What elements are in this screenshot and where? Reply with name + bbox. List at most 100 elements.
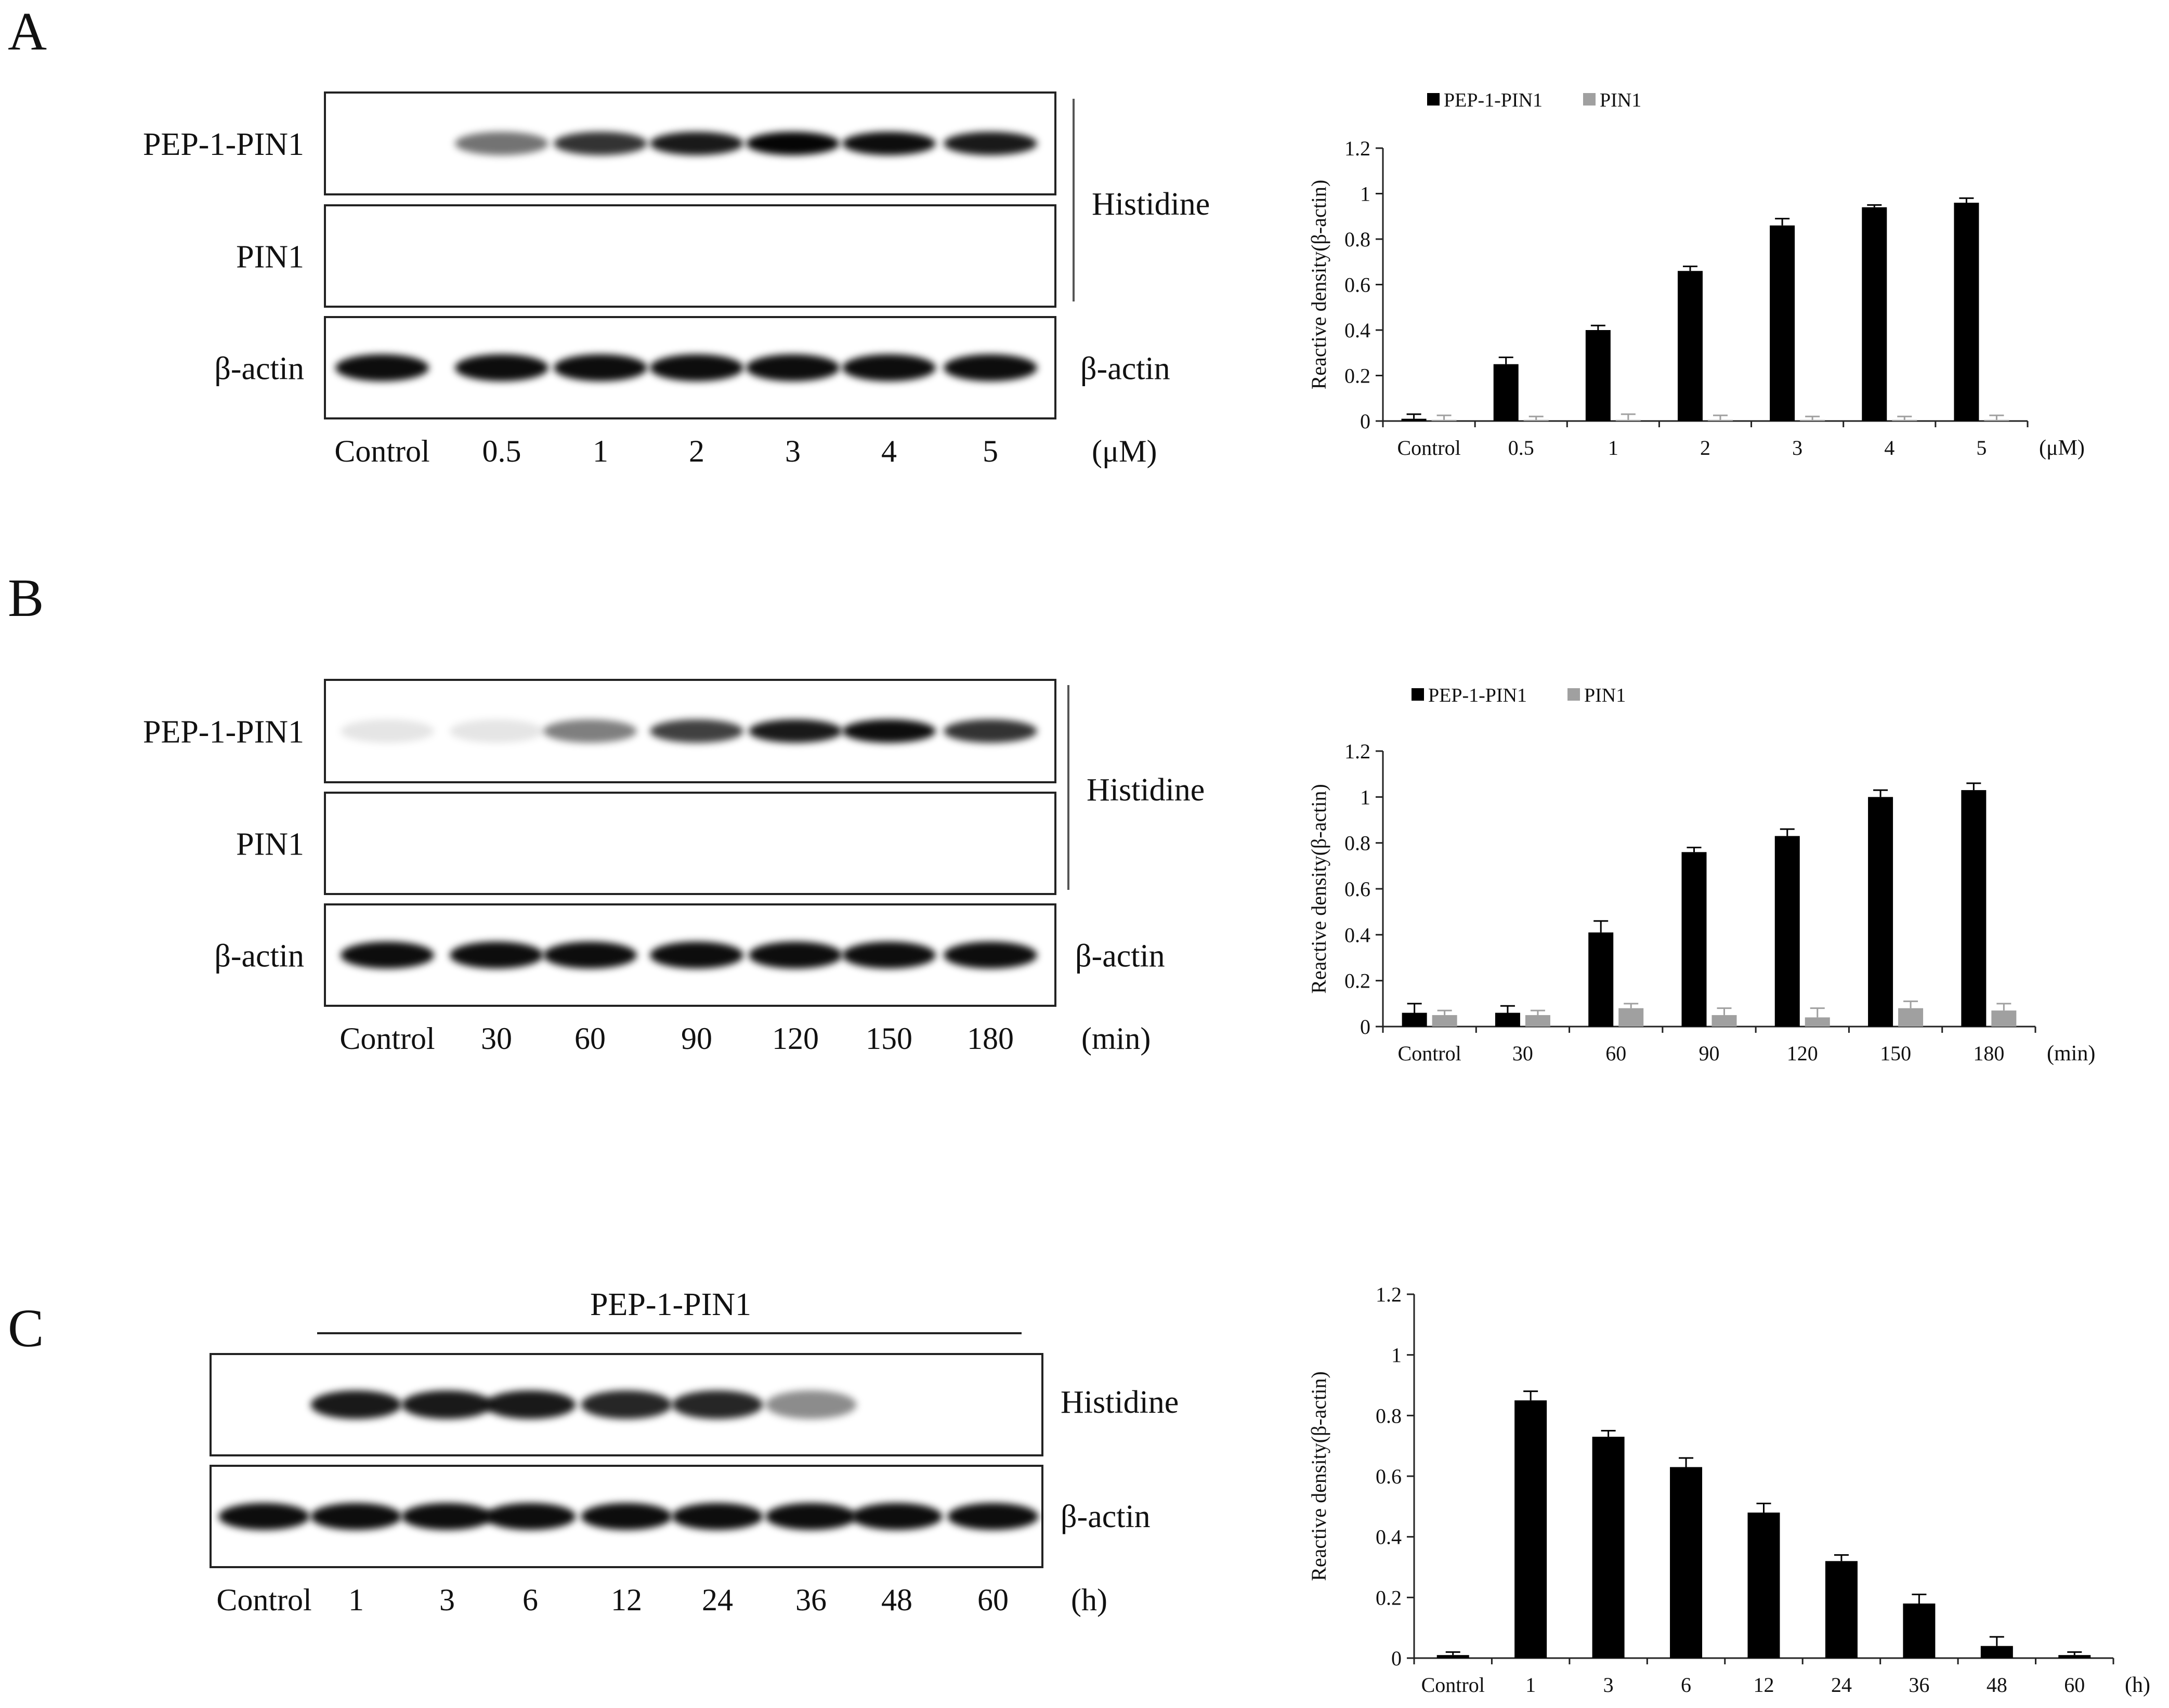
- bar: [1862, 207, 1887, 421]
- blot-band: [842, 354, 936, 382]
- legend-entry: PIN1: [1600, 89, 1641, 111]
- blot-band: [310, 1390, 402, 1419]
- treatment-label: PEP-1-PIN1: [590, 1287, 751, 1322]
- lane-label: 180: [967, 1021, 1014, 1056]
- bar: [1954, 203, 1979, 421]
- y-tick-label: 0.4: [1344, 319, 1370, 342]
- blot-right-label: β-actin: [1061, 1499, 1151, 1534]
- bar: [1585, 330, 1611, 421]
- blot-band: [450, 941, 543, 969]
- blot-band: [650, 941, 743, 969]
- category-label: 12: [1754, 1673, 1774, 1697]
- blot-band: [749, 719, 842, 743]
- category-label: Control: [1397, 436, 1460, 459]
- bar: [1898, 1008, 1924, 1027]
- blot-band: [650, 354, 743, 382]
- bar: [1495, 1013, 1520, 1027]
- bar: [1991, 1010, 2017, 1027]
- blot-band: [746, 354, 840, 382]
- lane-label: 30: [481, 1021, 512, 1056]
- bar: [1401, 418, 1427, 421]
- bar: [2058, 1655, 2091, 1658]
- bar: [1961, 790, 1987, 1027]
- x-unit-label: (min): [2047, 1042, 2095, 1066]
- blot-band: [485, 1503, 576, 1530]
- y-tick-label: 0.2: [1376, 1586, 1402, 1609]
- lane-label: 1: [348, 1583, 364, 1617]
- bar: [1523, 419, 1549, 421]
- y-axis-label: Reactive density(β-actin): [1307, 180, 1330, 390]
- blot-band: [842, 719, 936, 743]
- legend-swatch: [1427, 93, 1440, 106]
- panel-letter-a: A: [8, 2, 47, 61]
- lane-label: 90: [681, 1021, 712, 1056]
- bar-chart-b: 0 0.2 0.4 0.6 0.8 1 1.2 Reactive density(β-acti…: [1307, 685, 2095, 1066]
- bar: [1980, 1646, 2013, 1658]
- bar: [1592, 1437, 1625, 1658]
- bar: [1670, 1467, 1703, 1658]
- category-label: 180: [1973, 1042, 2004, 1065]
- legend-swatch: [1583, 93, 1596, 106]
- blot-band: [944, 941, 1037, 969]
- bar: [1984, 419, 2009, 421]
- category-label: 150: [1880, 1042, 1911, 1065]
- category-label: 1: [1608, 436, 1618, 459]
- blot-row-label: PEP-1-PIN1: [143, 127, 304, 162]
- category-label: 48: [1987, 1673, 2007, 1697]
- bar: [1774, 836, 1800, 1027]
- blot-membrane: [324, 792, 1056, 895]
- blot-row-label: PIN1: [236, 827, 304, 862]
- y-tick-label: 0.4: [1376, 1526, 1402, 1549]
- lane-label: 5: [983, 434, 998, 468]
- lane-label: 12: [611, 1583, 642, 1617]
- blot-band: [944, 132, 1037, 155]
- category-label: 60: [1605, 1042, 1626, 1065]
- blot-band: [944, 354, 1037, 382]
- blot-panel-b: PEP-1-PIN1 PIN1 β-actin Histidine β-actin Con…: [143, 679, 1205, 1056]
- legend-entry: PIN1: [1584, 685, 1626, 706]
- bar: [1525, 1015, 1550, 1027]
- x-unit-label: (h): [2125, 1673, 2150, 1697]
- bar: [1432, 1015, 1457, 1027]
- bar: [1892, 419, 1917, 421]
- blot-band: [335, 354, 429, 382]
- lane-label: 60: [574, 1021, 606, 1056]
- lane-label: 0.5: [482, 434, 521, 468]
- legend-entry: PEP-1-PIN1: [1444, 89, 1543, 111]
- lane-label: 4: [881, 434, 897, 468]
- y-tick-label: 0.8: [1376, 1404, 1402, 1427]
- bar: [1431, 419, 1457, 421]
- blot-band: [401, 1390, 493, 1419]
- bar: [1588, 932, 1614, 1027]
- blot-band: [672, 1390, 763, 1419]
- actin-label: β-actin: [1075, 939, 1165, 974]
- blot-right-label: Histidine: [1061, 1385, 1179, 1420]
- category-label: 90: [1699, 1042, 1720, 1065]
- category-label: 3: [1603, 1673, 1614, 1697]
- blot-band: [581, 1503, 672, 1530]
- category-label: 1: [1525, 1673, 1536, 1697]
- panel-letter-c: C: [8, 1298, 44, 1358]
- lane-label: 6: [522, 1583, 538, 1617]
- blot-band: [401, 1503, 493, 1530]
- y-tick-label: 0: [1360, 1015, 1370, 1039]
- y-tick-label: 0.4: [1344, 923, 1370, 947]
- blot-band: [581, 1390, 672, 1419]
- y-axis-label: Reactive density(β-actin): [1307, 1371, 1330, 1581]
- blot-row-label: β-actin: [214, 351, 304, 387]
- blot-band: [944, 719, 1037, 743]
- y-tick-label: 0.8: [1344, 832, 1370, 855]
- y-tick-label: 0.8: [1344, 228, 1370, 251]
- y-tick-label: 1: [1360, 182, 1370, 206]
- blot-row-label: β-actin: [214, 939, 304, 974]
- blot-band: [672, 1503, 763, 1530]
- y-tick-label: 0: [1360, 410, 1370, 433]
- bar: [1618, 1008, 1644, 1027]
- lane-label: 36: [795, 1583, 827, 1617]
- blot-band: [650, 132, 743, 155]
- category-label: 36: [1909, 1673, 1929, 1697]
- lane-label: Control: [216, 1583, 311, 1617]
- blot-row-label: PIN1: [236, 240, 304, 275]
